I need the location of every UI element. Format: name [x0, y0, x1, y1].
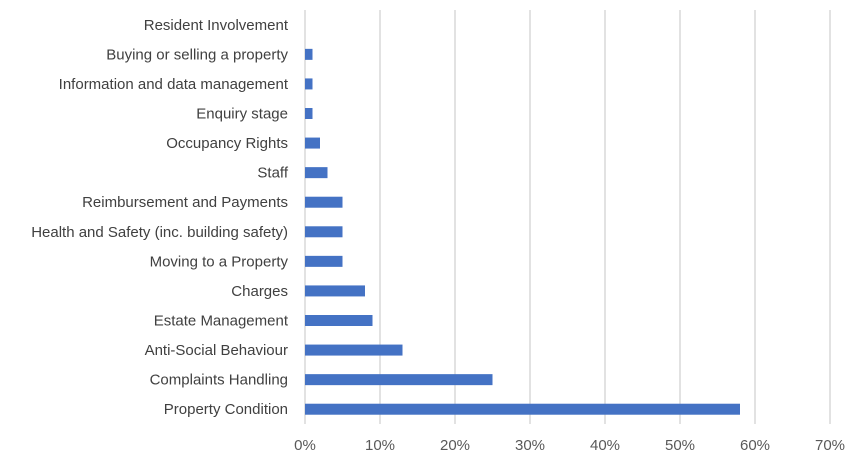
- bars: [305, 48, 740, 415]
- category-label: Reimbursement and Payments: [82, 194, 288, 211]
- x-tick-label: 70%: [815, 437, 845, 454]
- category-label: Staff: [257, 165, 288, 182]
- bar: [305, 196, 343, 208]
- bar: [305, 315, 373, 326]
- bar: [305, 255, 343, 267]
- bar: [305, 374, 493, 386]
- bar: [305, 167, 328, 179]
- category-label: Charges: [231, 283, 288, 300]
- x-tick-label: 40%: [590, 437, 620, 454]
- category-label: Estate Management: [154, 313, 289, 330]
- bar: [305, 403, 740, 415]
- bar: [305, 78, 313, 90]
- category-label: Moving to a Property: [150, 253, 289, 270]
- x-tick-label: 0%: [294, 437, 316, 454]
- x-tick-label: 30%: [515, 437, 545, 454]
- x-axis-tick-labels: 0% 10% 20% 30% 40% 50% 60% 70%: [294, 437, 845, 454]
- category-label: Information and data management: [59, 76, 289, 93]
- bar: [305, 285, 365, 297]
- gridlines: [304, 10, 831, 424]
- category-label: Health and Safety (inc. building safety): [31, 224, 288, 241]
- bar: [305, 137, 320, 149]
- category-label: Enquiry stage: [196, 106, 288, 123]
- x-tick-label: 60%: [740, 437, 770, 454]
- category-label: Property Condition: [164, 401, 288, 418]
- bar: [305, 48, 313, 60]
- category-label: Occupancy Rights: [166, 135, 288, 152]
- category-labels: Property Condition Complaints Handling Ant…: [31, 17, 289, 418]
- x-tick-label: 10%: [365, 437, 395, 454]
- category-label: Buying or selling a property: [106, 46, 288, 63]
- bar: [305, 108, 313, 119]
- category-label: Resident Involvement: [144, 17, 289, 34]
- x-tick-label: 50%: [665, 437, 695, 454]
- x-tick-label: 20%: [440, 437, 470, 454]
- category-label: Complaints Handling: [150, 372, 288, 389]
- category-label: Anti-Social Behaviour: [145, 342, 288, 359]
- bar: [305, 226, 343, 238]
- bar: [305, 344, 403, 356]
